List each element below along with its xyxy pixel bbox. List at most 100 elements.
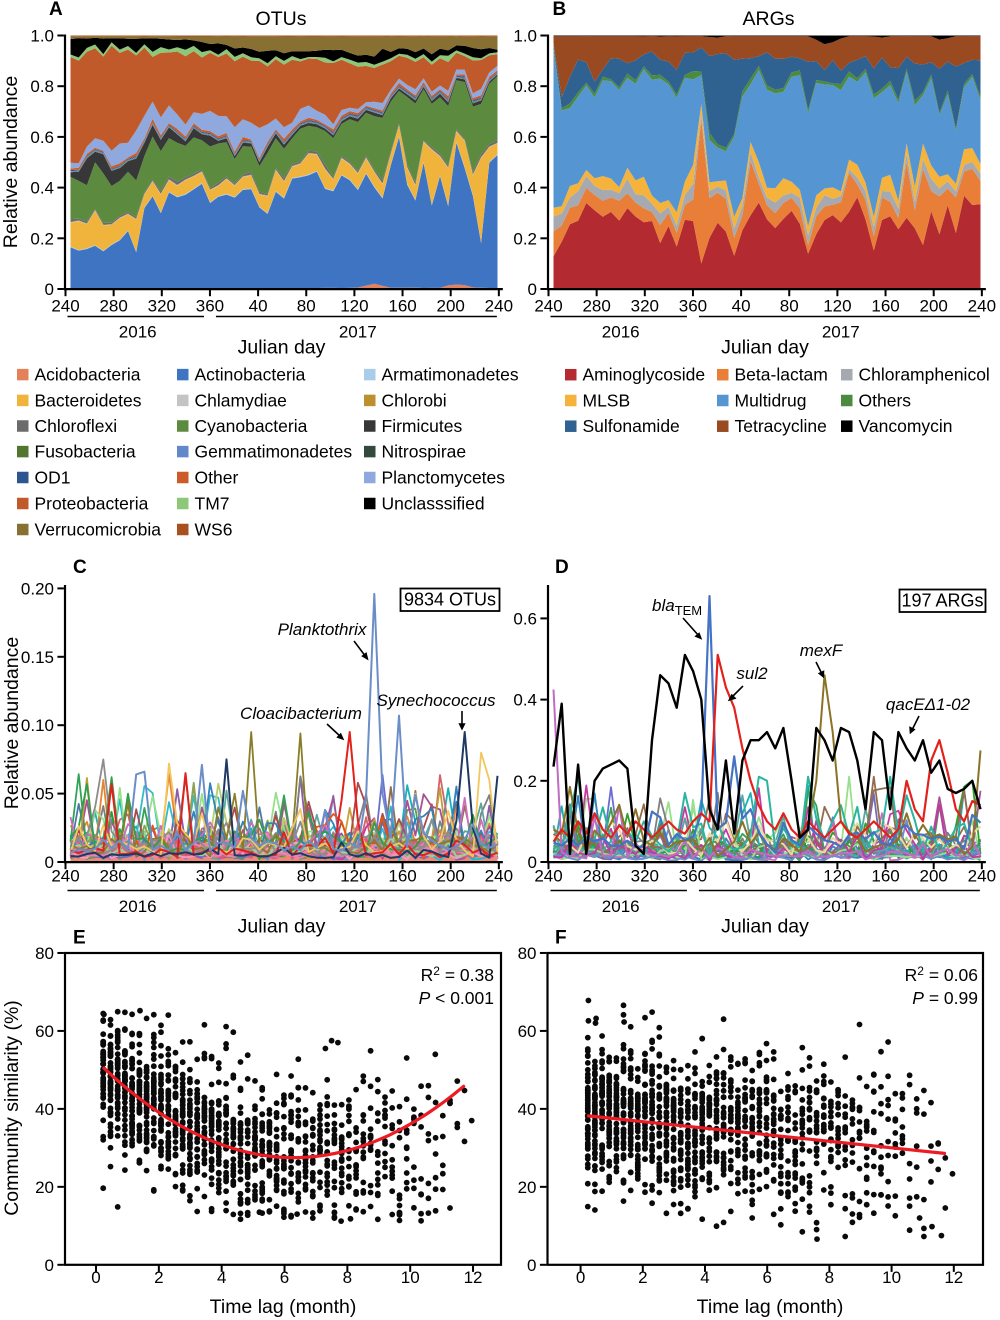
svg-text:Acidobacteria: Acidobacteria: [35, 365, 141, 385]
svg-text:D: D: [555, 557, 569, 578]
svg-text:Relative abundance: Relative abundance: [0, 76, 22, 248]
svg-text:OD1: OD1: [35, 468, 71, 488]
svg-text:Planktothrix: Planktothrix: [278, 620, 367, 639]
svg-text:240: 240: [534, 867, 562, 886]
svg-text:240: 240: [51, 867, 79, 886]
svg-text:Synechococcus: Synechococcus: [376, 691, 496, 710]
svg-text:160: 160: [388, 867, 416, 886]
svg-text:160: 160: [388, 297, 416, 316]
svg-text:2016: 2016: [119, 897, 157, 916]
svg-text:20: 20: [518, 1178, 537, 1197]
svg-text:0: 0: [45, 853, 54, 872]
svg-text:Time lag (month): Time lag (month): [697, 1296, 844, 1318]
svg-text:160: 160: [871, 297, 899, 316]
svg-text:10: 10: [401, 1268, 420, 1287]
svg-text:80: 80: [780, 867, 799, 886]
svg-text:E: E: [73, 928, 86, 949]
svg-text:Sulfonamide: Sulfonamide: [583, 416, 680, 436]
svg-text:12: 12: [944, 1268, 963, 1287]
svg-text:0.15: 0.15: [21, 648, 54, 667]
svg-text:Time lag (month): Time lag (month): [210, 1296, 357, 1318]
svg-text:0.8: 0.8: [513, 77, 537, 96]
svg-text:200: 200: [920, 867, 948, 886]
svg-text:2017: 2017: [822, 897, 860, 916]
svg-text:80: 80: [297, 867, 316, 886]
svg-text:80: 80: [780, 297, 799, 316]
svg-text:1.0: 1.0: [513, 27, 537, 46]
svg-text:Chlamydiae: Chlamydiae: [195, 390, 287, 410]
svg-text:120: 120: [340, 297, 368, 316]
svg-text:qacEΔ1-02: qacEΔ1-02: [886, 695, 971, 714]
svg-text:Multidrug: Multidrug: [735, 391, 807, 411]
svg-text:80: 80: [518, 944, 537, 963]
svg-text:360: 360: [196, 297, 224, 316]
svg-text:2: 2: [638, 1268, 647, 1287]
svg-text:2017: 2017: [339, 323, 377, 342]
svg-text:Julian day: Julian day: [721, 337, 809, 359]
svg-text:Chloramphenicol: Chloramphenicol: [859, 365, 990, 385]
svg-text:B: B: [553, 0, 567, 20]
svg-text:Fusobacteria: Fusobacteria: [35, 442, 136, 462]
svg-text:sul2: sul2: [736, 664, 768, 683]
svg-text:0.20: 0.20: [21, 579, 54, 598]
svg-text:10: 10: [882, 1268, 901, 1287]
svg-text:0: 0: [528, 280, 537, 299]
svg-text:40: 40: [249, 297, 268, 316]
svg-text:200: 200: [437, 297, 465, 316]
svg-text:Unclasssified: Unclasssified: [382, 494, 485, 514]
svg-text:60: 60: [35, 1022, 54, 1041]
svg-text:Vancomycin: Vancomycin: [859, 416, 953, 436]
svg-text:0.10: 0.10: [21, 716, 54, 735]
svg-text:6: 6: [280, 1268, 289, 1287]
svg-text:120: 120: [823, 297, 851, 316]
svg-text:240: 240: [534, 297, 562, 316]
svg-text:MLSB: MLSB: [583, 391, 631, 411]
svg-text:Community similarity (%): Community similarity (%): [1, 1000, 23, 1216]
svg-text:20: 20: [35, 1178, 54, 1197]
svg-text:0: 0: [576, 1268, 585, 1287]
svg-text:Gemmatimonadetes: Gemmatimonadetes: [195, 442, 353, 462]
svg-text:240: 240: [968, 297, 996, 316]
svg-text:Tetracycline: Tetracycline: [735, 416, 827, 436]
svg-text:0.4: 0.4: [30, 179, 54, 198]
svg-text:OTUs: OTUs: [256, 8, 307, 30]
svg-text:Bacteroidetes: Bacteroidetes: [35, 390, 142, 410]
svg-text:Verrucomicrobia: Verrucomicrobia: [35, 520, 162, 540]
svg-text:0.8: 0.8: [30, 77, 54, 96]
svg-text:200: 200: [920, 297, 948, 316]
svg-text:40: 40: [732, 297, 751, 316]
svg-text:Julian day: Julian day: [238, 337, 326, 359]
svg-text:0: 0: [45, 280, 54, 299]
svg-text:C: C: [73, 557, 87, 578]
svg-text:280: 280: [99, 867, 127, 886]
svg-text:Others: Others: [859, 391, 912, 411]
svg-text:Cloacibacterium: Cloacibacterium: [240, 704, 362, 723]
svg-text:Julian day: Julian day: [721, 916, 809, 938]
svg-text:40: 40: [518, 1100, 537, 1119]
svg-text:Armatimonadetes: Armatimonadetes: [382, 365, 519, 385]
svg-text:360: 360: [679, 867, 707, 886]
svg-text:360: 360: [196, 867, 224, 886]
svg-text:2017: 2017: [339, 897, 377, 916]
svg-text:6: 6: [762, 1268, 771, 1287]
svg-text:280: 280: [582, 297, 610, 316]
svg-text:240: 240: [968, 867, 996, 886]
svg-text:0.6: 0.6: [513, 609, 537, 628]
svg-text:ARGs: ARGs: [742, 8, 794, 30]
svg-text:40: 40: [249, 867, 268, 886]
svg-text:mexF: mexF: [800, 641, 844, 660]
svg-text:8: 8: [343, 1268, 352, 1287]
svg-text:0.4: 0.4: [513, 179, 537, 198]
svg-text:0.05: 0.05: [21, 785, 54, 804]
svg-text:0.6: 0.6: [513, 128, 537, 147]
svg-text:4: 4: [700, 1268, 709, 1287]
svg-text:120: 120: [340, 867, 368, 886]
svg-text:Relative abundance: Relative abundance: [1, 637, 23, 809]
svg-text:Planctomycetes: Planctomycetes: [382, 468, 506, 488]
svg-text:60: 60: [518, 1022, 537, 1041]
svg-text:320: 320: [631, 297, 659, 316]
svg-text:Chloroflexi: Chloroflexi: [35, 416, 118, 436]
svg-text:Julian day: Julian day: [238, 916, 326, 938]
svg-text:R2 = 0.38: R2 = 0.38: [421, 964, 494, 985]
svg-text:Cyanobacteria: Cyanobacteria: [195, 416, 308, 436]
